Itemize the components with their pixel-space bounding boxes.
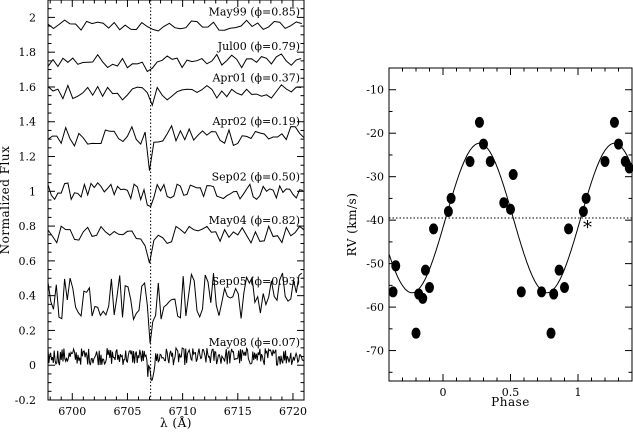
rv-y-tick-label: -30 xyxy=(366,171,384,184)
rv-data-point xyxy=(609,116,619,128)
rv-plot-frame xyxy=(388,67,633,382)
spectra-y-tick-label: 1.8 xyxy=(19,46,37,59)
spectra-x-tick-label: 6720 xyxy=(279,405,307,418)
rv-data-point xyxy=(485,155,495,167)
spectra-y-tick-label: 2 xyxy=(29,11,36,24)
spectrum-trace xyxy=(47,346,305,381)
spectrum-trace xyxy=(47,53,302,73)
spectra-y-tick-label: -0.2 xyxy=(15,394,36,407)
spectra-y-tick-label: 0.6 xyxy=(19,255,37,268)
spectra-x-tick-label: 6705 xyxy=(113,405,141,418)
rv-y-tick-label: -20 xyxy=(366,127,384,140)
rv-data-point xyxy=(388,286,398,298)
rv-data-point xyxy=(537,286,547,298)
rv-x-tick-label: 0 xyxy=(440,386,447,399)
rv-data-point xyxy=(564,223,574,235)
rv-data-point xyxy=(546,327,556,339)
rv-data-point xyxy=(506,203,515,215)
spectrum-epoch-label: Apr02 (ϕ=0.19) xyxy=(211,115,300,128)
highlight-star-marker: * xyxy=(583,218,592,239)
spectrum-epoch-label: May04 (ϕ=0.82) xyxy=(209,214,300,227)
spectrum-epoch-label: May99 (ϕ=0.85) xyxy=(209,5,300,18)
rv-x-axis-label: Phase xyxy=(491,395,530,409)
rv-data-point xyxy=(425,282,434,294)
rv-data-point xyxy=(411,327,421,339)
spectrum-trace xyxy=(47,19,302,32)
rv-y-tick-label: -10 xyxy=(366,84,384,97)
rv-y-tick-label: -50 xyxy=(366,258,384,271)
spectra-y-tick-label: 1.6 xyxy=(19,81,37,94)
spectrum-epoch-label: Apr01 (ϕ=0.37) xyxy=(211,71,300,84)
spectrum-epoch-label: Sep02 (ϕ=0.50) xyxy=(212,171,300,184)
rv-data-point xyxy=(554,264,564,276)
spectra-x-tick-label: 6700 xyxy=(58,405,86,418)
rv-panel: 0 0.5 1 -70 -60 -50 -40 -30 -20 -10 * Phase RV (k… xyxy=(345,67,633,409)
rv-data-point xyxy=(614,138,623,150)
spectrum-epoch-label: Jul00 (ϕ=0.79) xyxy=(217,40,300,53)
rv-data-point xyxy=(516,286,526,298)
rv-data-point xyxy=(578,205,588,217)
spectra-panel: 6700 6705 6710 6715 6720 -0.2 0 0.2 0.4 0.6 0.8 1 1.… xyxy=(0,0,307,430)
rv-axis-ticks: 0 0.5 1 -70 -60 -50 -40 -30 -20 -10 xyxy=(366,68,632,399)
rv-points-group xyxy=(388,116,633,339)
spectrum-epoch-label: May08 (ϕ=0.07) xyxy=(209,336,300,349)
spectra-y-tick-label: 0.8 xyxy=(19,220,37,233)
rv-data-point xyxy=(446,192,456,204)
rv-data-point xyxy=(508,169,518,181)
rv-data-point xyxy=(465,155,475,167)
rv-data-point xyxy=(581,192,591,204)
rv-data-point xyxy=(624,162,633,174)
rv-data-point xyxy=(474,116,484,128)
spectra-x-tick-label: 6710 xyxy=(169,405,197,418)
spectra-y-tick-label: 0 xyxy=(29,359,36,372)
rv-y-axis-label: RV (km/s) xyxy=(345,193,359,257)
rv-x-tick-label: 1 xyxy=(575,386,582,399)
rv-data-point xyxy=(600,155,610,167)
rv-x-tick-label: 0.5 xyxy=(502,386,520,399)
spectra-series-group: May99 (ϕ=0.85) Jul00 (ϕ=0.79) Apr01 (ϕ=0.3… xyxy=(47,5,305,381)
spectrum-trace xyxy=(47,224,305,264)
rv-data-point xyxy=(429,223,439,235)
spectra-x-tick-label: 6715 xyxy=(224,405,252,418)
spectrum-trace xyxy=(47,272,303,344)
rv-data-point xyxy=(418,292,428,304)
rv-data-point xyxy=(420,264,430,276)
rv-data-point xyxy=(391,260,401,272)
spectra-y-axis-label: Normalized Flux xyxy=(0,146,12,255)
spectrum-trace xyxy=(47,83,302,107)
spectra-y-tick-label: 0.2 xyxy=(19,324,37,337)
rv-data-point xyxy=(443,205,453,217)
spectra-axis-ticks: 6700 6705 6710 6715 6720 -0.2 0 0.2 0.4 0.6 0.8 1 1.… xyxy=(15,0,307,418)
spectrum-trace xyxy=(47,124,305,171)
spectra-y-tick-label: 1 xyxy=(29,185,36,198)
spectrum-trace xyxy=(47,182,303,208)
spectra-y-tick-label: 0.4 xyxy=(19,290,37,303)
rv-data-point xyxy=(479,138,488,150)
rv-y-tick-label: -40 xyxy=(366,214,384,227)
spectra-y-tick-label: 1.4 xyxy=(19,116,37,129)
rv-y-tick-label: -60 xyxy=(366,301,384,314)
rv-y-tick-label: -70 xyxy=(366,345,384,358)
rv-data-point xyxy=(560,282,569,294)
spectrum-epoch-label: Sep05 (ϕ=0.93) xyxy=(212,275,300,288)
rv-data-point xyxy=(499,197,509,209)
rv-data-point xyxy=(549,288,559,300)
spectra-x-axis-label: λ (Å) xyxy=(160,415,192,430)
spectra-y-tick-label: 1.2 xyxy=(19,151,37,164)
